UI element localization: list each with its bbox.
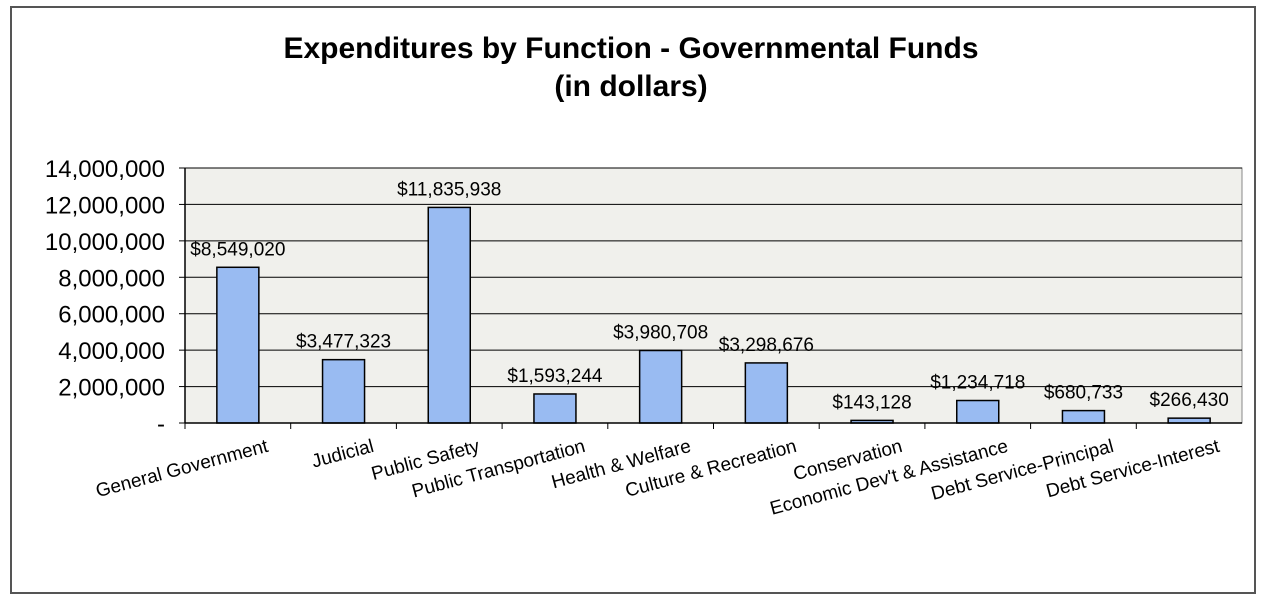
bar [427,206,471,424]
data-label: $11,835,938 [397,179,501,200]
data-label: $680,733 [1044,383,1123,404]
bar [1061,409,1106,424]
chart-title: Expenditures by Function - Governmental … [283,32,979,65]
y-tick-label: 12,000,000 [45,192,165,219]
data-label: $266,430 [1150,390,1229,411]
data-label: $8,549,020 [190,239,285,260]
chart-subtitle: (in dollars) [554,70,708,103]
data-label: $3,980,708 [613,322,708,343]
bars [216,206,1211,424]
data-label: $3,298,676 [719,335,814,356]
data-label: $143,128 [832,392,911,413]
data-label: $1,234,718 [930,373,1025,394]
data-labels: $8,549,020 $3,477,323 $11,835,938 $1,593,24… [190,179,1228,413]
y-tick-label: 8,000,000 [58,265,165,292]
bar [638,349,683,424]
y-axis-ticks: - 2,000,000 4,000,000 6,000,000 8,000,000 10,… [45,156,185,438]
bar [321,358,366,424]
bar [216,266,260,424]
y-tick-label: 4,000,000 [58,338,165,365]
bar [956,399,1000,424]
x-axis-label: Judicial [310,436,377,473]
data-label: $3,477,323 [296,332,391,353]
y-tick-label: 10,000,000 [45,229,165,256]
y-tick-label: 6,000,000 [58,302,165,329]
chart-title-block: Expenditures by Function - Governmental … [0,30,1262,106]
data-label: $1,593,244 [507,366,603,387]
x-axis-label: General Government [94,436,272,502]
y-tick-label: 14,000,000 [45,156,165,183]
bar [744,362,789,424]
bar [533,393,577,424]
y-tick-label: - [157,411,165,438]
y-tick-label: 2,000,000 [58,375,165,402]
